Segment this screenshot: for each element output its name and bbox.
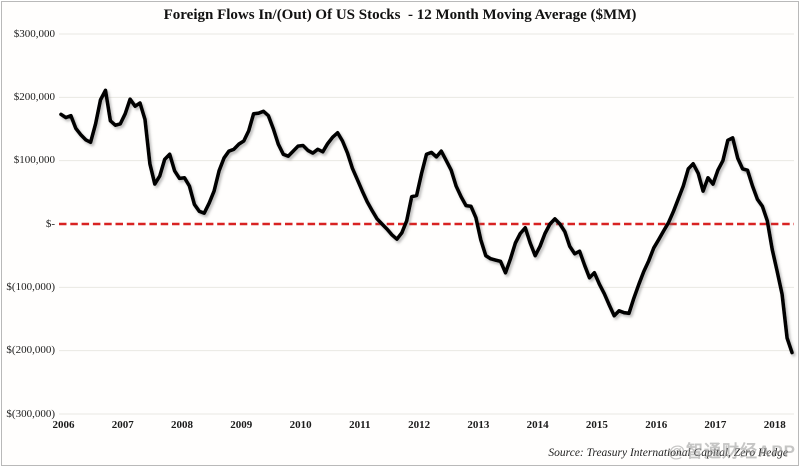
y-axis-tick-label: $-: [45, 217, 55, 230]
y-axis-tick-label: $200,000: [13, 90, 55, 103]
x-axis-tick-label: 2006: [52, 419, 75, 431]
y-axis-tick-label: $300,000: [13, 27, 55, 40]
x-axis-tick-label: 2017: [704, 419, 727, 431]
source-note: Source: Treasury International Capital, …: [548, 447, 788, 459]
x-axis-tick-label: 2009: [230, 419, 253, 431]
x-axis-tick-label: 2015: [585, 419, 608, 431]
x-axis-tick-label: 2010: [289, 419, 312, 431]
y-axis-tick-label: $(100,000): [6, 280, 55, 293]
chart-title: Foreign Flows In/(Out) Of US Stocks - 12…: [163, 7, 637, 23]
y-axis-tick-label: $(200,000): [6, 344, 55, 357]
x-axis-tick-label: 2008: [171, 419, 193, 431]
x-axis-tick-label: 2014: [526, 419, 549, 431]
x-axis-tick-label: 2016: [645, 419, 668, 431]
watermark: @智通财经APP: [668, 442, 796, 461]
x-axis-tick-label: 2018: [763, 419, 786, 431]
x-axis-tick-label: 2007: [111, 419, 134, 431]
y-axis-tick-label: $100,000: [13, 154, 55, 167]
x-axis-tick-label: 2011: [349, 419, 371, 431]
x-axis-tick-label: 2012: [408, 419, 431, 431]
foreign-flows-series-line: [59, 88, 794, 355]
x-axis-tick-label: 2013: [467, 419, 490, 431]
y-axis-tick-label: $(300,000): [6, 407, 55, 420]
